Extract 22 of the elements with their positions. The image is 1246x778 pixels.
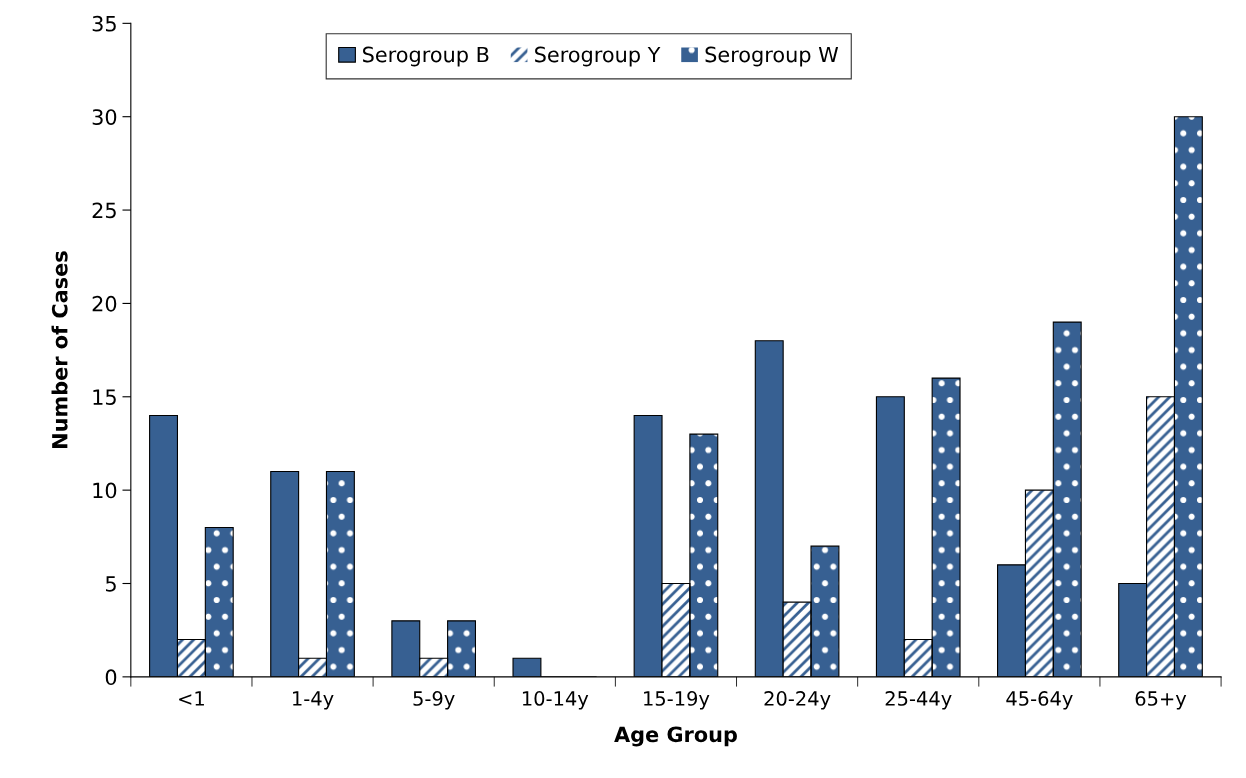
y-tick-label: 25 <box>92 202 116 219</box>
x-tick-label: 65+y <box>1135 691 1187 710</box>
x-tick-label: 45-64y <box>1006 691 1073 710</box>
legend-label: Serogroup W <box>705 46 839 67</box>
y-tick-label: 0 <box>105 669 117 686</box>
x-axis-title: Age Group <box>614 726 737 747</box>
y-tick-label: 20 <box>92 295 117 312</box>
x-tick-label: 1-4y <box>293 691 334 710</box>
y-tick-label: 35 <box>92 15 116 32</box>
x-tick-label: 25-44y <box>885 691 952 710</box>
y-tick-label: 30 <box>92 109 117 125</box>
x-tick-label: 20-24y <box>764 691 831 710</box>
x-tick-label: 10-14y <box>522 691 589 710</box>
x-tick-label: 5-9y <box>413 691 455 710</box>
x-tick-label: <1 <box>179 691 204 706</box>
x-tick-label: 15-19y <box>644 691 710 710</box>
y-tick-label: 10 <box>93 482 117 499</box>
y-axis-title: Number of Cases <box>51 251 68 448</box>
y-tick-label: 5 <box>105 576 116 592</box>
legend-label: Serogroup Y <box>535 46 661 67</box>
legend-label: Serogroup B <box>363 46 489 67</box>
y-tick-label: 15 <box>93 389 116 405</box>
